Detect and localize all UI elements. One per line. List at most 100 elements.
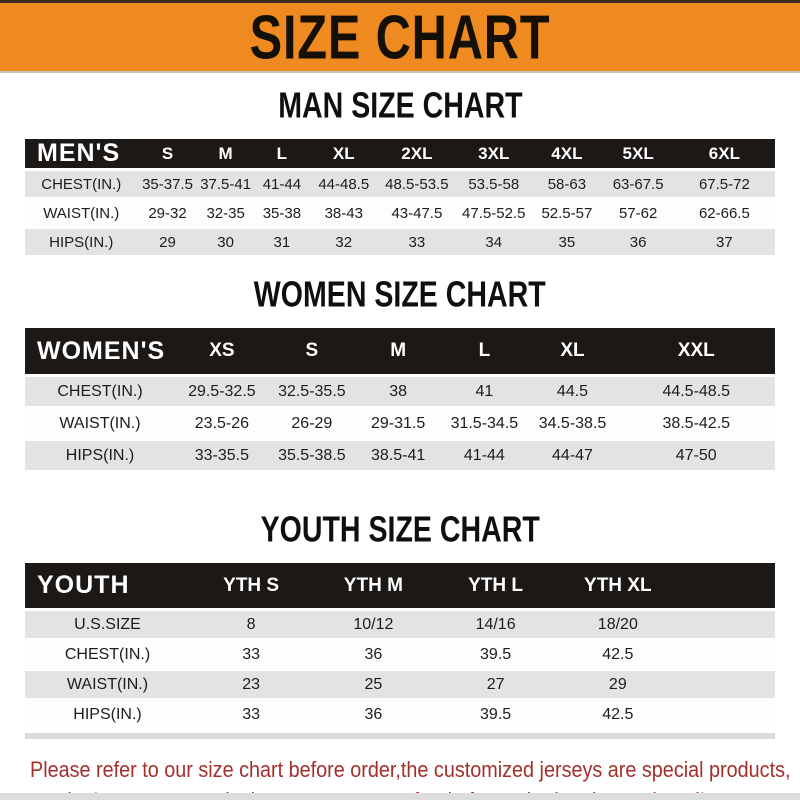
value-cell: 36 (629, 233, 647, 251)
column-header-cell: 4XL (531, 139, 603, 168)
table-row: HIPS(IN.) 29 30 31 32 33 34 35 36 37 (25, 229, 775, 255)
row-label-cell: U.S.SIZE (74, 615, 141, 633)
table-row: CHEST(IN.) 33 36 39.5 42.5 (25, 641, 775, 668)
youth-size-table: YOUTH YTH S YTH M YTH L YTH XL U.S.SIZE 8 10/12… (25, 560, 775, 731)
column-header-cell: XL (310, 139, 378, 168)
column-header-cell: M (197, 139, 254, 168)
table-row: HIPS(IN.) 33-35.5 35.5-38.5 38.5-41 41-44 44-… (25, 441, 775, 470)
value-cell: 39.5 (480, 645, 512, 663)
women-size-table: WOMEN'S XS S M L XL XXL CHEST(IN.) 29.5-32.5 32.5… (25, 325, 775, 473)
column-header-cell: XS (175, 328, 269, 374)
column-header-cell: L (253, 139, 310, 168)
column-header-cell: YTH XL (556, 563, 679, 608)
column-header-cell: 5XL (602, 139, 674, 168)
value-cell: 47-50 (675, 446, 717, 464)
value-cell: 31 (273, 233, 291, 251)
table-title-cell: WOMEN'S (25, 328, 175, 374)
value-cell: 43-47.5 (391, 204, 443, 222)
value-cell: 33 (408, 233, 426, 251)
value-cell: 34.5-38.5 (538, 414, 607, 432)
value-cell: 48.5-53.5 (385, 175, 449, 193)
value-cell: 44-47 (552, 446, 593, 464)
table-row: CHEST(IN.) 29.5-32.5 32.5-35.5 38 41 44.5 44.5… (25, 377, 775, 406)
filler-cell (678, 563, 775, 608)
table-title-cell: MEN'S (25, 139, 138, 168)
value-cell: 47.5-52.5 (462, 204, 526, 222)
table-row: HIPS(IN.) 33 36 39.5 42.5 (25, 701, 775, 728)
man-section-heading: MAN SIZE CHART (277, 85, 523, 127)
column-header-cell: XXL (617, 328, 775, 374)
youth-table-bottom-strip (25, 733, 775, 739)
value-cell: 32.5-35.5 (278, 382, 346, 400)
value-cell: 34 (485, 233, 503, 251)
value-cell: 33 (242, 705, 261, 723)
filler-cell (679, 611, 775, 638)
value-cell: 53.5-58 (468, 175, 520, 193)
table-row: WAIST(IN.) 29-32 32-35 35-38 38-43 43-47.5 47.… (25, 200, 775, 226)
value-cell: 52.5-57 (541, 204, 593, 222)
table-row: U.S.SIZE 8 10/12 14/16 18/20 (25, 611, 775, 638)
value-cell: 14/16 (475, 615, 516, 633)
row-label-cell: WAIST(IN.) (59, 414, 141, 432)
value-cell: 67.5-72 (698, 175, 750, 193)
table-row: WAIST(IN.) 23 25 27 29 (25, 671, 775, 698)
row-label-cell: WAIST(IN.) (66, 675, 149, 693)
filler-cell (679, 671, 775, 698)
value-cell: 26-29 (291, 414, 333, 432)
youth-section: YOUTH SIZE CHART YOUTH YTH S YTH M YTH L YTH… (0, 473, 800, 739)
column-header-cell: M (355, 328, 442, 374)
value-cell: 38 (389, 382, 408, 400)
value-cell: 29-32 (148, 204, 187, 222)
value-cell: 37 (716, 233, 733, 251)
man-section: MAN SIZE CHART MEN'S S M L XL 2XL 3XL 4XL 5XL 6XL… (0, 73, 800, 258)
row-label-cell: CHEST(IN.) (41, 175, 122, 193)
disclaimer-line-1: Please refer to our size chart before or… (30, 757, 791, 782)
column-header-cell: L (441, 328, 528, 374)
value-cell: 44.5-48.5 (662, 382, 731, 400)
value-cell: 29.5-32.5 (188, 382, 256, 400)
row-label-cell: HIPS(IN.) (73, 705, 142, 723)
column-header-cell: 6XL (673, 139, 775, 168)
value-cell: 29 (159, 233, 176, 251)
value-cell: 38-43 (324, 204, 363, 222)
column-header-cell: 3XL (456, 139, 532, 168)
value-cell: 32 (335, 233, 353, 251)
value-cell: 8 (246, 615, 256, 633)
value-cell: 41 (475, 382, 494, 400)
value-cell: 33-35.5 (194, 446, 249, 464)
table-header-row: WOMEN'S XS S M L XL XXL (25, 328, 775, 374)
man-size-table: MEN'S S M L XL 2XL 3XL 4XL 5XL 6XL CHEST(IN.) 35-37… (25, 136, 775, 258)
value-cell: 35 (558, 233, 576, 251)
value-cell: 29 (608, 675, 627, 693)
row-label-cell: CHEST(IN.) (64, 645, 151, 663)
value-cell: 62-66.5 (698, 204, 750, 222)
women-section: WOMEN SIZE CHART WOMEN'S XS S M L XL XXL CHEST(… (0, 258, 800, 473)
value-cell: 35-38 (262, 204, 302, 222)
value-cell: 42.5 (602, 705, 634, 723)
row-label-cell: CHEST(IN.) (57, 382, 143, 400)
table-header-row: MEN'S S M L XL 2XL 3XL 4XL 5XL 6XL (25, 139, 775, 168)
page-bottom-strip (0, 793, 800, 800)
banner: SIZE CHART (0, 0, 800, 73)
value-cell: 29-31.5 (370, 414, 426, 432)
value-cell: 23.5-26 (194, 414, 249, 432)
value-cell: 44-48.5 (318, 175, 370, 193)
table-row: CHEST(IN.) 35-37.5 37.5-41 41-44 44-48.5 48.5… (25, 171, 775, 197)
banner-title: SIZE CHART (249, 1, 551, 72)
value-cell: 33 (242, 645, 261, 663)
value-cell: 36 (364, 645, 383, 663)
column-header-cell: XL (527, 328, 618, 374)
column-header-cell: S (137, 139, 198, 168)
column-header-cell: 2XL (377, 139, 457, 168)
value-cell: 35.5-38.5 (278, 446, 346, 464)
youth-section-heading: YOUTH SIZE CHART (260, 509, 540, 551)
value-cell: 42.5 (602, 645, 634, 663)
value-cell: 10/12 (353, 615, 394, 633)
table-header-row: YOUTH YTH S YTH M YTH L YTH XL (25, 563, 775, 608)
column-header-cell: YTH S (190, 563, 313, 608)
value-cell: 25 (364, 675, 383, 693)
column-header-cell: YTH M (312, 563, 435, 608)
value-cell: 23 (242, 675, 261, 693)
row-label-cell: HIPS(IN.) (49, 233, 114, 251)
